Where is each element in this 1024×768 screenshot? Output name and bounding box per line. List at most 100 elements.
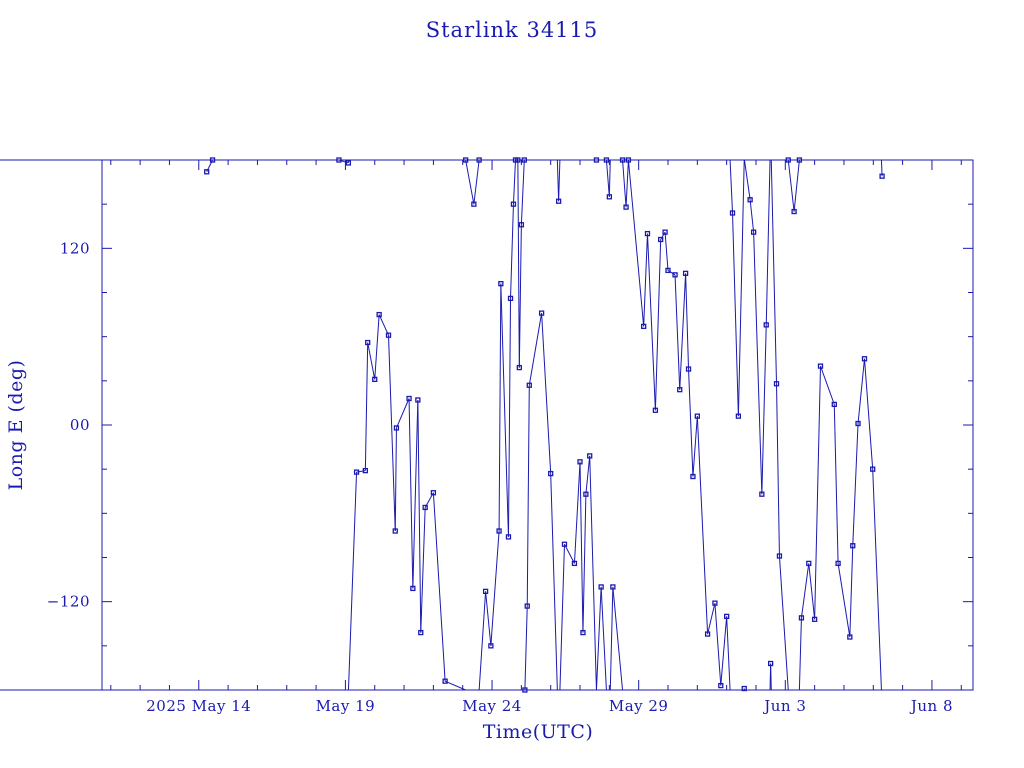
data-point <box>393 425 400 431</box>
track-segment <box>732 212 739 417</box>
data-point <box>718 682 724 689</box>
data-point <box>767 660 774 667</box>
track-segment <box>507 298 512 537</box>
data-point <box>855 420 861 427</box>
track-segment <box>664 232 669 271</box>
data-point <box>623 204 629 210</box>
track-segment <box>595 586 602 691</box>
data-point <box>690 473 696 480</box>
track-segment <box>524 606 528 691</box>
track-segment <box>367 342 376 380</box>
data-point <box>577 459 583 465</box>
track-segment <box>465 159 475 205</box>
data-point <box>496 528 502 534</box>
track-segment <box>564 544 575 564</box>
data-point <box>879 173 885 179</box>
data-point <box>345 160 351 166</box>
track-segment <box>608 159 611 197</box>
x-tick-label: 2025 May 14 <box>146 697 251 715</box>
data-point <box>488 643 494 649</box>
data-point <box>538 310 545 316</box>
track-segment <box>485 591 492 646</box>
data-point <box>831 401 837 408</box>
track-segment <box>737 159 745 417</box>
data-point <box>662 229 668 235</box>
x-tick-label: Jun 3 <box>762 697 806 715</box>
track-segment <box>585 455 591 495</box>
track-segment <box>512 159 517 205</box>
track-segment <box>660 231 666 240</box>
data-point <box>763 322 769 328</box>
data-point <box>418 629 424 636</box>
track-segment <box>654 239 662 411</box>
data-point <box>362 467 369 474</box>
data-point <box>583 491 589 497</box>
data-point <box>704 631 711 637</box>
track-segment <box>714 603 722 686</box>
track-segment <box>356 470 366 473</box>
track-segment <box>388 335 396 532</box>
data-point <box>847 634 853 640</box>
data-point <box>392 528 398 534</box>
data-point <box>811 616 818 622</box>
data-point <box>750 229 757 235</box>
chart-title: Starlink 34115 <box>426 18 599 42</box>
y-tick-label: 120 <box>60 239 90 257</box>
track-segment <box>857 358 865 424</box>
track-segment <box>778 555 789 691</box>
track-segment <box>808 563 816 620</box>
data-point <box>606 194 613 200</box>
data-point <box>685 366 692 372</box>
track-segment <box>765 159 771 325</box>
track-segment <box>609 586 614 691</box>
track-segment <box>770 663 772 691</box>
data-point <box>610 584 616 590</box>
track-segment <box>880 159 883 177</box>
data-point <box>773 381 780 387</box>
track-segment <box>674 274 681 390</box>
data-point <box>353 469 360 475</box>
track-segment <box>582 494 587 633</box>
track-segment <box>500 283 509 537</box>
track-segment <box>872 469 882 691</box>
data-point <box>571 560 578 567</box>
data-point <box>587 453 593 459</box>
track-segment <box>833 404 839 564</box>
track-segment <box>707 603 716 635</box>
x-tick-label: May 24 <box>462 697 522 715</box>
data-point <box>724 613 730 620</box>
track-segment <box>627 159 645 327</box>
data-point <box>518 222 525 228</box>
plot-area <box>0 157 885 693</box>
data-point <box>641 323 647 330</box>
data-point <box>776 553 783 559</box>
data-point <box>694 413 700 419</box>
data-point <box>376 311 382 318</box>
track-segment <box>420 507 426 633</box>
track-segment <box>820 365 835 405</box>
data-point <box>735 413 742 419</box>
track-segment <box>696 416 709 635</box>
x-tick-label: May 19 <box>316 697 376 715</box>
track-segment <box>432 492 446 682</box>
track-segment <box>394 427 397 532</box>
data-point <box>385 332 392 338</box>
track-segment <box>408 398 414 589</box>
data-point <box>870 466 876 472</box>
track-segment <box>559 544 565 691</box>
track-segment <box>518 224 522 368</box>
data-point <box>510 201 517 207</box>
data-point <box>482 588 489 595</box>
track-segment <box>510 204 514 299</box>
track-segment <box>643 233 648 327</box>
data-point <box>798 615 805 621</box>
track-segment <box>600 586 607 691</box>
track-segment <box>417 399 422 633</box>
track-segment <box>550 473 558 691</box>
track-segment <box>478 591 487 691</box>
data-point <box>791 208 797 215</box>
track-segment <box>837 563 851 638</box>
track-segment <box>364 342 369 471</box>
track-segment <box>605 159 610 197</box>
track-segment <box>579 461 584 633</box>
